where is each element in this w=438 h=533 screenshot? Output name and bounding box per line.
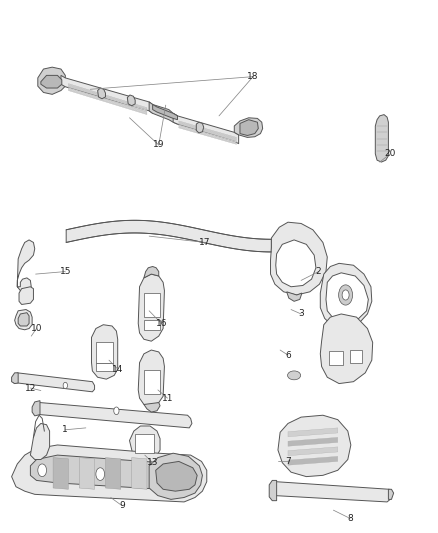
Polygon shape xyxy=(144,266,159,278)
Text: 3: 3 xyxy=(298,310,304,318)
Polygon shape xyxy=(79,458,95,489)
Polygon shape xyxy=(66,220,272,252)
Text: 12: 12 xyxy=(25,384,36,392)
Polygon shape xyxy=(271,482,392,502)
Polygon shape xyxy=(269,480,277,500)
Text: 17: 17 xyxy=(199,238,211,247)
Polygon shape xyxy=(278,415,351,477)
Text: 2: 2 xyxy=(316,267,321,276)
Text: 8: 8 xyxy=(347,514,353,523)
Circle shape xyxy=(152,470,161,483)
Bar xyxy=(135,434,153,453)
Polygon shape xyxy=(152,104,177,120)
Bar xyxy=(96,342,113,362)
Text: 20: 20 xyxy=(385,149,396,158)
Text: 10: 10 xyxy=(31,324,42,333)
Polygon shape xyxy=(173,114,239,144)
Bar xyxy=(144,293,159,317)
Text: 13: 13 xyxy=(147,458,159,467)
Text: 1: 1 xyxy=(63,425,68,434)
Circle shape xyxy=(342,290,349,300)
Text: 9: 9 xyxy=(119,501,125,510)
Polygon shape xyxy=(155,462,197,491)
Polygon shape xyxy=(12,445,207,502)
Ellipse shape xyxy=(288,371,300,380)
Bar xyxy=(329,351,343,365)
Polygon shape xyxy=(138,350,164,406)
Polygon shape xyxy=(98,88,106,99)
Polygon shape xyxy=(288,456,338,465)
Circle shape xyxy=(63,382,67,389)
Bar xyxy=(350,350,362,362)
Polygon shape xyxy=(14,310,32,330)
Polygon shape xyxy=(196,122,204,133)
Text: 19: 19 xyxy=(153,141,165,149)
Polygon shape xyxy=(179,123,237,141)
Circle shape xyxy=(38,464,46,477)
Circle shape xyxy=(96,468,105,480)
Polygon shape xyxy=(288,428,338,437)
Polygon shape xyxy=(33,402,192,428)
Circle shape xyxy=(114,407,119,415)
Text: 18: 18 xyxy=(247,72,259,81)
Text: 6: 6 xyxy=(285,351,291,360)
Polygon shape xyxy=(179,127,237,144)
Text: 11: 11 xyxy=(162,394,173,402)
Polygon shape xyxy=(68,85,147,111)
Polygon shape xyxy=(276,240,316,287)
Text: 16: 16 xyxy=(155,319,167,328)
Circle shape xyxy=(339,285,353,305)
Polygon shape xyxy=(320,263,372,328)
Polygon shape xyxy=(158,458,173,489)
Polygon shape xyxy=(149,453,202,499)
Polygon shape xyxy=(240,120,258,135)
Polygon shape xyxy=(288,447,338,456)
Polygon shape xyxy=(149,102,177,124)
Polygon shape xyxy=(13,373,95,392)
Bar xyxy=(96,364,113,371)
Polygon shape xyxy=(38,67,65,94)
Text: 14: 14 xyxy=(112,365,124,374)
Polygon shape xyxy=(271,222,327,295)
Polygon shape xyxy=(287,292,302,301)
Polygon shape xyxy=(19,287,33,304)
Text: 7: 7 xyxy=(285,457,291,466)
Polygon shape xyxy=(68,87,147,112)
Text: 15: 15 xyxy=(60,267,71,276)
Polygon shape xyxy=(68,90,147,115)
Polygon shape xyxy=(179,121,237,139)
Polygon shape xyxy=(32,401,40,416)
Polygon shape xyxy=(17,240,35,292)
Polygon shape xyxy=(234,118,263,138)
Polygon shape xyxy=(127,95,135,106)
Polygon shape xyxy=(375,115,389,162)
Polygon shape xyxy=(320,314,373,384)
Polygon shape xyxy=(61,75,152,114)
Bar xyxy=(144,370,159,394)
Polygon shape xyxy=(179,125,237,142)
Polygon shape xyxy=(41,75,62,88)
Polygon shape xyxy=(130,426,160,462)
Polygon shape xyxy=(53,458,68,489)
Polygon shape xyxy=(138,274,164,341)
Polygon shape xyxy=(18,313,29,326)
Polygon shape xyxy=(144,402,160,412)
Polygon shape xyxy=(12,373,18,384)
Polygon shape xyxy=(106,458,121,489)
Circle shape xyxy=(188,470,197,483)
Polygon shape xyxy=(30,455,201,493)
Polygon shape xyxy=(30,423,49,459)
Polygon shape xyxy=(132,458,147,489)
Polygon shape xyxy=(288,438,338,446)
Bar xyxy=(144,320,159,330)
Polygon shape xyxy=(92,325,118,379)
Polygon shape xyxy=(68,84,147,109)
Polygon shape xyxy=(389,489,394,499)
Polygon shape xyxy=(326,273,368,322)
